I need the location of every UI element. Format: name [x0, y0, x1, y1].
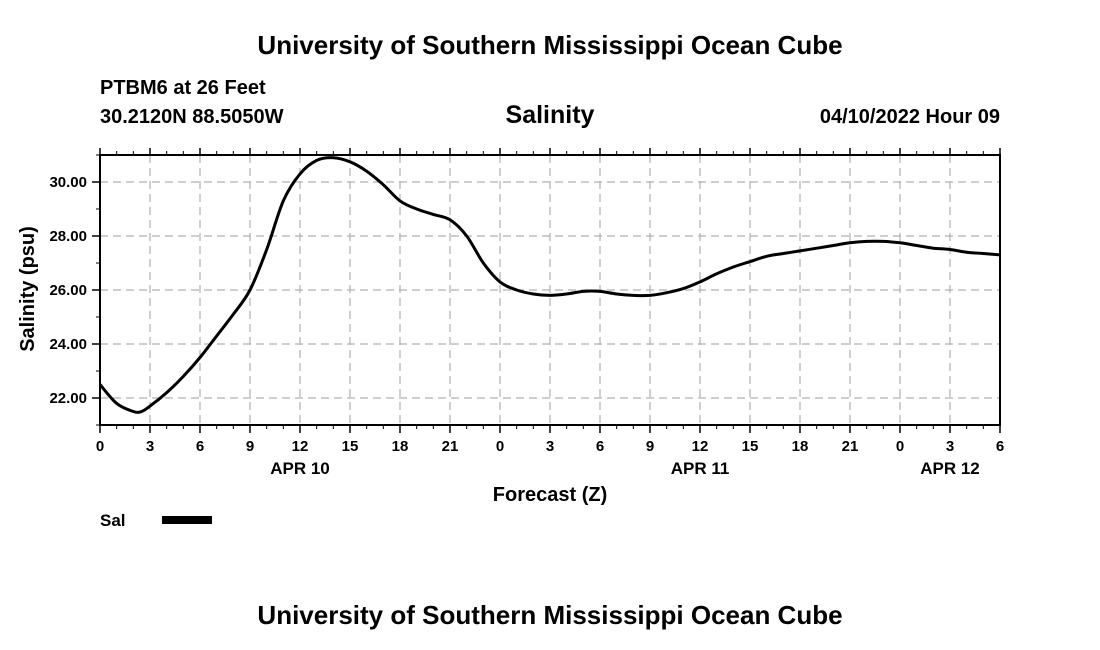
page-title: University of Southern Mississippi Ocean…	[257, 30, 843, 60]
date-label: APR 10	[270, 459, 330, 478]
date-label: APR 11	[671, 459, 730, 478]
y-tick-label: 22.00	[49, 390, 87, 407]
x-tick-label: 12	[292, 438, 309, 455]
y-axis-label: Salinity (psu)	[17, 226, 39, 352]
footer-title: University of Southern Mississippi Ocean…	[257, 600, 843, 630]
station-label: PTBM6 at 26 Feet	[100, 77, 266, 99]
legend-swatch	[162, 516, 212, 524]
x-tick-label: 6	[196, 438, 204, 455]
y-tick-label: 26.00	[49, 282, 87, 299]
legend: Sal	[100, 511, 212, 530]
y-ticks: 22.00 24.00 26.00 28.00 30.00	[49, 154, 100, 426]
x-tick-label: 9	[246, 438, 254, 455]
y-tick-label: 28.00	[49, 228, 87, 245]
date-labels: APR 10 APR 11 APR 12	[270, 459, 980, 478]
x-tick-label: 3	[546, 438, 554, 455]
x-tick-label: 3	[146, 438, 154, 455]
date-label: APR 12	[920, 459, 980, 478]
x-tick-label: 21	[442, 438, 459, 455]
x-tick-label: 15	[742, 438, 759, 455]
x-tick-label: 3	[946, 438, 954, 455]
x-tick-label: 9	[646, 438, 654, 455]
x-tick-label: 18	[792, 438, 809, 455]
station-coordinates: 30.2120N 88.5050W	[100, 106, 284, 128]
y-tick-label: 24.00	[49, 336, 87, 353]
x-axis-label: Forecast (Z)	[493, 484, 607, 506]
x-tick-label: 0	[496, 438, 504, 455]
legend-label: Sal	[100, 511, 126, 530]
chart-title: Salinity	[505, 101, 595, 129]
x-tick-label: 12	[692, 438, 709, 455]
x-tick-label: 18	[392, 438, 409, 455]
salinity-series-line	[98, 156, 1001, 414]
x-tick-label: 21	[842, 438, 859, 455]
x-tick-label: 6	[996, 438, 1004, 455]
y-tick-label: 30.00	[49, 174, 87, 191]
forecast-datetime: 04/10/2022 Hour 09	[819, 106, 1000, 128]
x-ticks: 0 3 6 9 12 15 18 21 0 3 6 9 12 15 18 21 0 3 6	[96, 148, 1004, 455]
x-tick-label: 0	[96, 438, 104, 455]
x-tick-label: 15	[342, 438, 359, 455]
x-tick-label: 6	[596, 438, 604, 455]
grid-lines	[100, 155, 1000, 425]
x-tick-label: 0	[896, 438, 904, 455]
